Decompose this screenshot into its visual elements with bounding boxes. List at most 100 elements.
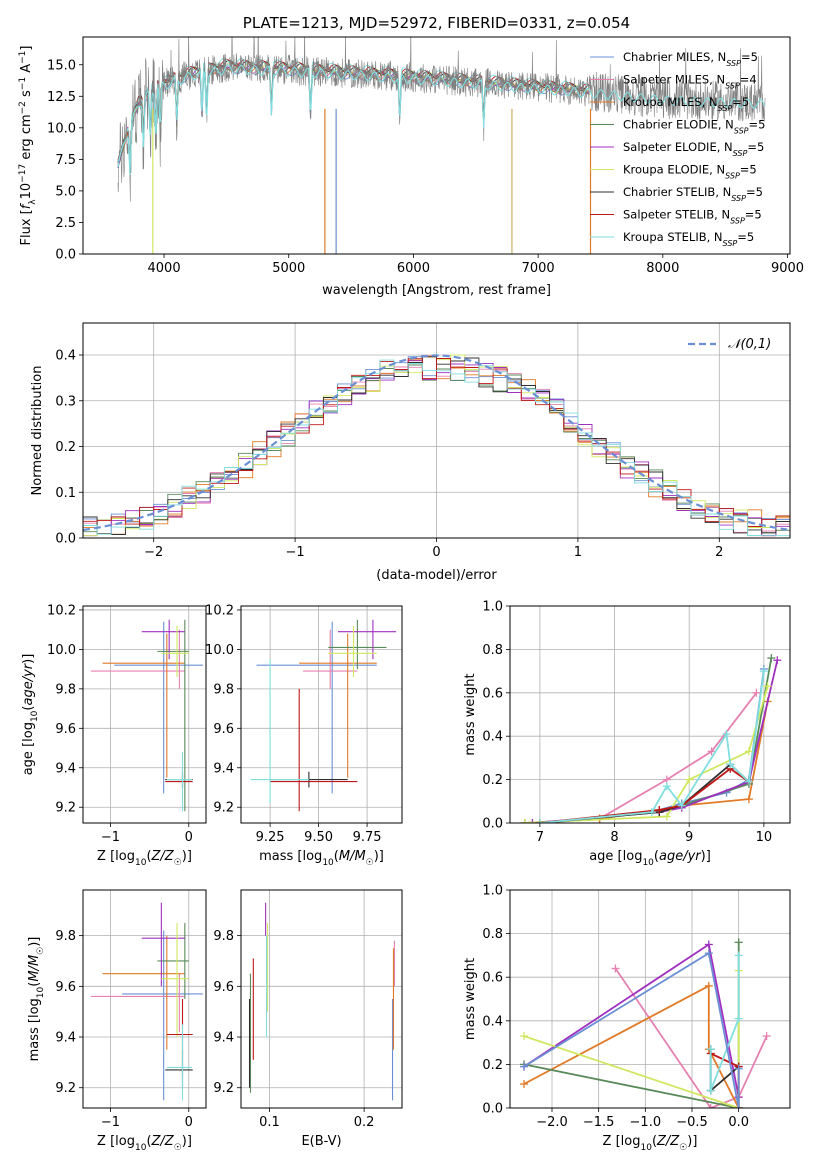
- label-part: (: [652, 1134, 657, 1149]
- label-part: Flux [: [19, 209, 34, 245]
- data-point-marker: [759, 667, 768, 676]
- x-axis-label: (data-model)/error: [376, 568, 497, 583]
- x-tick-label: 8000: [646, 261, 679, 276]
- x-tick-label: 8: [610, 830, 618, 845]
- x-tick-label: 0: [185, 1115, 193, 1130]
- y-tick-label: 0.8: [482, 927, 503, 942]
- data-point-marker: [647, 808, 656, 817]
- axes-frame: [509, 605, 791, 824]
- y-tick-label: 0.2: [482, 1058, 503, 1073]
- data-point-marker: [520, 819, 529, 823]
- label-part: 10: [322, 858, 334, 868]
- y-tick-label: 9.2: [55, 1081, 76, 1096]
- legend-label-sub: SSP: [723, 239, 738, 248]
- legend-label-main: Chabrier STELIB, N: [623, 185, 731, 199]
- x-axis-label: Z [log10(Z/Z☉)]: [603, 1134, 698, 1153]
- x-tick-label: 4000: [148, 261, 181, 276]
- chart-panel-2: −1 09.29.49.69.810.010.2Z [log10(Z/Z☉)]ag…: [21, 603, 207, 868]
- chart-panel-5: −1 09.29.49.69.8Z [log10(Z/Z☉)]mass [log1…: [27, 889, 207, 1153]
- legend-label-tail: =5: [741, 50, 758, 64]
- y-tick-label: 10.0: [47, 121, 76, 136]
- y-axis-label: age [log10(age/yr)]: [21, 654, 40, 776]
- label-part: (: [146, 849, 151, 864]
- data-point-marker: [744, 795, 753, 804]
- x-tick-label: 2: [715, 545, 723, 560]
- plot-area: [90, 619, 203, 812]
- label-part: 10: [135, 858, 147, 868]
- legend-label-main: Salpeter ELODIE, N: [623, 140, 733, 154]
- legend-label: Salpeter MILES, NSSP=4: [623, 73, 757, 91]
- y-tick-label: 9.4: [55, 1031, 76, 1046]
- label-part: )]: [27, 937, 42, 947]
- mass-weight-line: [524, 686, 769, 823]
- y-tick-label: 9.2: [55, 801, 76, 816]
- label-part: ☉: [679, 1143, 687, 1153]
- x-tick-label: 9.50: [304, 830, 333, 845]
- mass-weight-line: [523, 951, 740, 1108]
- y-tick-label: 9.4: [213, 761, 234, 776]
- legend-label-main: Salpeter MILES, N: [623, 73, 725, 87]
- label-part: Z [log: [97, 849, 135, 864]
- y-tick-label: 9.4: [55, 761, 76, 776]
- y-axis-label: mass [log10(M/M☉)]: [27, 937, 46, 1062]
- label-part: −1: [18, 51, 28, 64]
- x-tick-label: 9.25: [256, 830, 285, 845]
- legend-label-tail: =5: [732, 95, 749, 109]
- y-tick-label: 7.5: [55, 153, 76, 168]
- x-tick-label: 7: [536, 830, 544, 845]
- y-tick-label: 0.3: [55, 394, 76, 409]
- data-point-marker: [773, 656, 782, 665]
- plot-area: [83, 354, 790, 537]
- y-tick-label: 9.8: [213, 929, 234, 944]
- mass-weight-line: [524, 701, 769, 823]
- plot-area: [90, 902, 203, 1101]
- legend-label-sub: SSP: [733, 149, 748, 158]
- x-tick-label: 0.0: [728, 1115, 749, 1130]
- legend-label-tail: =5: [737, 230, 754, 244]
- mass-weight-line: [532, 660, 779, 823]
- label-part: (: [21, 706, 36, 711]
- y-tick-label: 2.5: [55, 216, 76, 231]
- plot-area: [250, 619, 397, 812]
- y-tick-label: 9.6: [55, 980, 76, 995]
- y-axis-label: mass weight: [463, 673, 478, 755]
- data-point-marker: [726, 760, 735, 769]
- axes-frame: [82, 605, 207, 824]
- axes-frame: [509, 889, 791, 1109]
- mass-weight-line: [523, 942, 740, 1108]
- x-tick-label: 0.1: [259, 1115, 280, 1130]
- chart-panel-7: −2.0 −1.5 −1.0 −0.5 0.0 0.0 0.2 0.4 0.6 0.8 1.0 Z […: [463, 884, 791, 1153]
- y-tick-label: 12.5: [47, 90, 76, 105]
- label-part: Z/Z: [656, 1134, 680, 1149]
- legend-label: Chabrier STELIB, NSSP=5: [623, 185, 763, 203]
- data-point-marker: [520, 1080, 528, 1089]
- y-tick-label: 9.6: [213, 722, 234, 737]
- label-part: mass [log: [27, 998, 42, 1061]
- y-tick-label: 9.8: [213, 682, 234, 697]
- y-tick-label: 0.6: [482, 686, 503, 701]
- x-axis-label: Z [log10(Z/Z☉)]: [97, 849, 192, 868]
- residual-histogram: [83, 359, 790, 537]
- y-tick-label: 10.0: [47, 643, 76, 658]
- chart-panel-6: 0.1 0.2 9.2 9.4 9.6 9.8 E(B-V): [213, 889, 403, 1149]
- label-part: M/M: [27, 955, 42, 982]
- x-tick-label: −1: [101, 830, 120, 845]
- x-tick-label: 6000: [397, 261, 430, 276]
- axes-frame: [240, 605, 403, 824]
- label-part: )]: [182, 849, 192, 864]
- label-part: (: [334, 849, 339, 864]
- y-tick-label: 10.2: [47, 603, 76, 618]
- chart-title: PLATE=1213, MJD=52972, FIBERID=0331, z=0…: [243, 14, 630, 32]
- x-tick-label: −1: [286, 545, 305, 560]
- label-part: )]: [374, 849, 384, 864]
- label-part: 10: [135, 1143, 147, 1153]
- legend-label-main: Kroupa MILES, N: [623, 95, 718, 109]
- data-point-marker: [520, 1032, 528, 1041]
- plot-area: [520, 654, 782, 823]
- label-part: A: [19, 64, 34, 77]
- kroupa-stelib-line: [117, 64, 766, 175]
- x-tick-label: 9.75: [353, 830, 382, 845]
- legend-label-sub: SSP: [725, 81, 740, 90]
- y-tick-label: 0.4: [482, 1014, 503, 1029]
- mass-weight-line: [539, 670, 765, 823]
